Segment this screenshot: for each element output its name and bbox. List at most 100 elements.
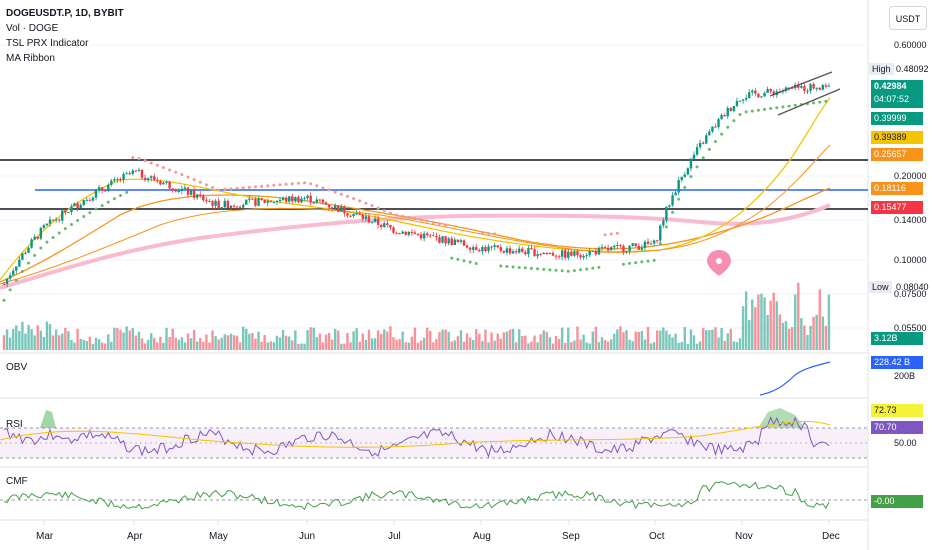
tsl-dot [480, 231, 484, 235]
volume-bar [548, 337, 552, 350]
candle-body [79, 204, 82, 209]
candle-body [242, 204, 245, 208]
tsl-dot [82, 215, 86, 219]
candle-body [165, 181, 168, 183]
volume-bar [729, 328, 732, 350]
tsl-dot [119, 194, 123, 198]
indicator-volume[interactable]: Vol · DOGE [6, 23, 59, 34]
tsl-dot [407, 215, 411, 219]
price-candles [2, 81, 831, 288]
candle-body [272, 202, 276, 204]
volume-bar [312, 327, 315, 350]
candle-body [349, 215, 352, 217]
volume-bar [659, 330, 662, 350]
candle-body [373, 218, 377, 223]
tsl-dot [345, 194, 349, 198]
candle-body [327, 204, 331, 208]
candle-body [809, 84, 812, 91]
candle-body [487, 246, 490, 252]
volume-bar [269, 341, 272, 350]
volume-bar [530, 341, 533, 350]
cmf-label[interactable]: CMF [6, 476, 28, 487]
tsl-dot [726, 125, 730, 129]
indicator-ma-ribbon[interactable]: MA Ribbon [6, 53, 55, 64]
candle-body [453, 239, 456, 246]
candle-body [662, 220, 665, 226]
volume-bar [76, 328, 79, 350]
tsl-dot [732, 119, 736, 123]
candle-body [539, 254, 542, 256]
tsl-dot [695, 165, 699, 169]
symbol-title[interactable]: DOGEUSDT.P, 1D, BYBIT [6, 8, 124, 19]
volume-bar [79, 338, 82, 350]
indicator-tsl[interactable]: TSL PRX Indicator [6, 38, 89, 49]
volume-bar [174, 337, 177, 350]
low-label: Low [869, 281, 892, 293]
tsl-dot [548, 268, 552, 272]
volume-bar [389, 326, 392, 350]
candle-body [508, 248, 512, 254]
tsl-dot [180, 173, 184, 177]
candle-body [21, 253, 24, 260]
tsl-dot [8, 288, 12, 292]
tsl-dot [376, 206, 380, 210]
candle-body [790, 87, 794, 89]
tsl-dot [69, 222, 73, 226]
obv-label[interactable]: OBV [6, 362, 28, 373]
volume-bar [806, 335, 809, 350]
candle-body [551, 252, 555, 256]
volume-bar [573, 340, 576, 350]
tsl-dot [168, 168, 172, 172]
volume-bar [557, 339, 561, 350]
tsl-dot [523, 266, 527, 270]
candle-body [462, 240, 466, 246]
tsl-dot [474, 261, 478, 265]
high-value: 0.48092 [896, 64, 929, 74]
candle-body [800, 86, 803, 88]
volume-tag: 3.12B [871, 332, 923, 345]
tsl-dot [677, 197, 681, 201]
candle-body [686, 168, 690, 175]
volume-bar [220, 337, 223, 350]
tsl-dot [260, 184, 264, 188]
tsl-dot [137, 157, 141, 161]
volume-bar [616, 329, 619, 350]
volume-bar [797, 282, 800, 350]
candle-body [156, 180, 159, 182]
candle-body [680, 176, 683, 181]
currency-unit-button[interactable]: USDT [889, 6, 927, 30]
tsl-dot [566, 269, 570, 273]
volume-bar [346, 333, 349, 350]
volume-bar [662, 327, 665, 350]
volume-bar [757, 294, 760, 350]
volume-bar [824, 325, 828, 350]
volume-bar [465, 333, 469, 350]
volume-bar [708, 330, 711, 350]
tsl-dot [818, 100, 822, 104]
candle-body [815, 87, 818, 89]
volume-bar [426, 327, 429, 350]
volume-bar [153, 337, 156, 350]
candle-body [729, 108, 732, 112]
rsi-label[interactable]: RSI [6, 419, 23, 430]
volume-bar [180, 337, 184, 350]
tsl-dot [499, 264, 503, 268]
candle-body [567, 251, 570, 258]
volume-bar [229, 333, 233, 350]
candle-body [208, 201, 211, 203]
tsl-dot [707, 147, 711, 151]
volume-bar [567, 327, 570, 350]
candle-body [481, 247, 484, 252]
volume-bar [794, 294, 797, 350]
tsl-dot [572, 269, 576, 273]
candle-body [140, 169, 144, 178]
tsl-dot [149, 161, 153, 165]
volume-bar [272, 342, 276, 350]
candle-body [70, 206, 73, 213]
candle-body [760, 96, 763, 98]
candle-body [42, 225, 46, 228]
tsl-dot [388, 211, 392, 215]
candle-body [625, 250, 628, 252]
candle-body [48, 219, 52, 224]
